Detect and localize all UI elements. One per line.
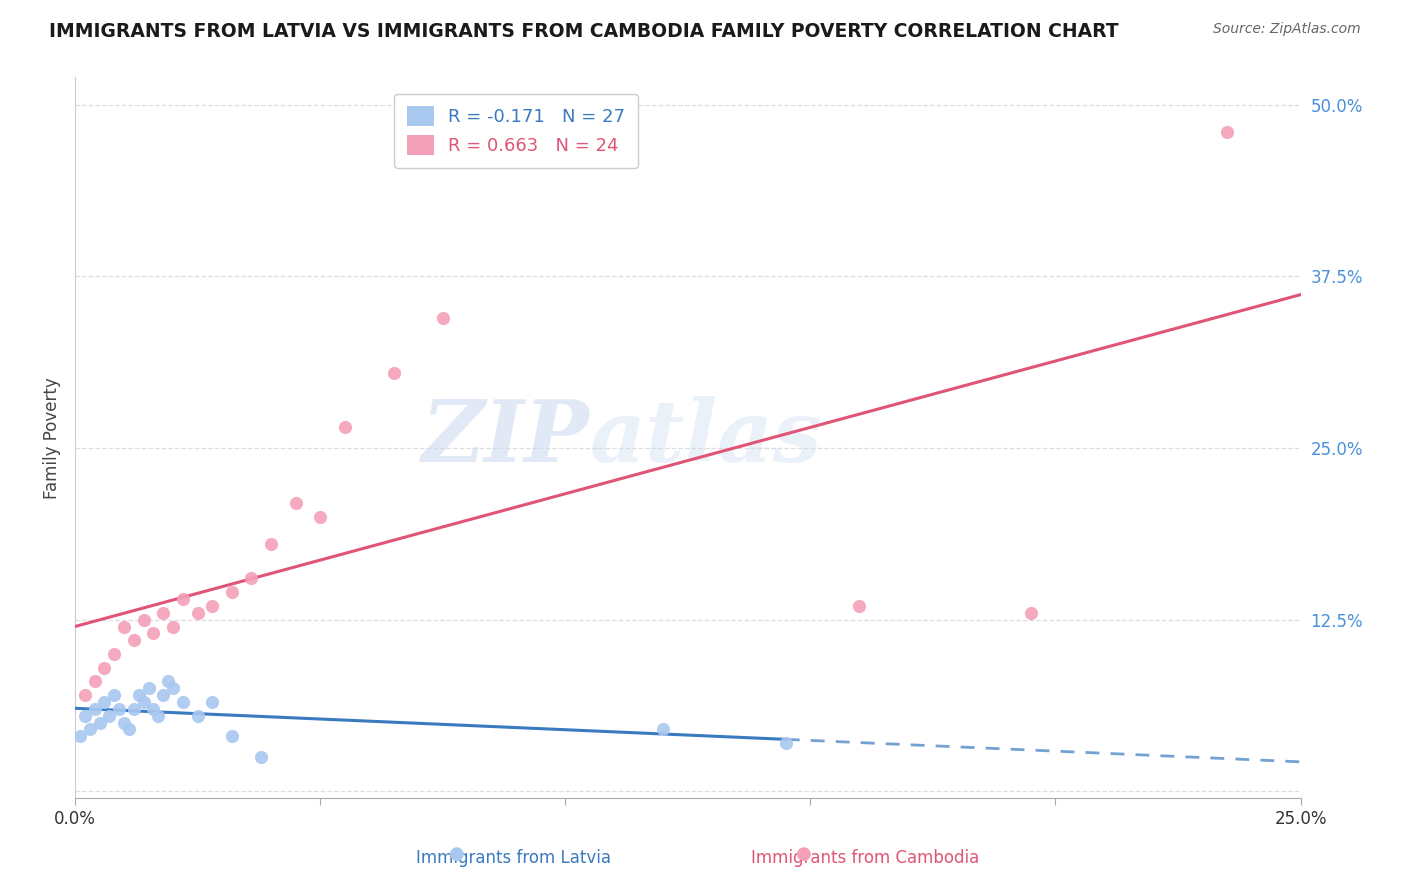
Point — [83, 702, 105, 716]
Point — [1019, 606, 1042, 620]
Point — [201, 599, 224, 613]
Point — [73, 708, 96, 723]
Point — [187, 708, 209, 723]
Point — [118, 723, 141, 737]
Text: atlas: atlas — [589, 396, 823, 480]
Point — [98, 708, 121, 723]
Point — [172, 592, 194, 607]
Point — [132, 613, 155, 627]
Point — [112, 715, 135, 730]
Point — [152, 606, 174, 620]
Point — [221, 585, 243, 599]
Point — [221, 730, 243, 744]
Point — [89, 715, 111, 730]
Y-axis label: Family Poverty: Family Poverty — [44, 377, 60, 499]
Point — [382, 366, 405, 380]
Point — [162, 619, 184, 633]
Point — [122, 633, 145, 648]
Point — [138, 681, 160, 696]
Text: Immigrants from Latvia: Immigrants from Latvia — [416, 849, 610, 867]
Point — [132, 695, 155, 709]
Text: IMMIGRANTS FROM LATVIA VS IMMIGRANTS FROM CAMBODIA FAMILY POVERTY CORRELATION CH: IMMIGRANTS FROM LATVIA VS IMMIGRANTS FRO… — [49, 22, 1119, 41]
Point — [103, 647, 125, 661]
Text: Immigrants from Cambodia: Immigrants from Cambodia — [751, 849, 979, 867]
Text: ●: ● — [796, 845, 813, 863]
Point — [142, 702, 165, 716]
Point — [240, 572, 263, 586]
Point — [69, 730, 91, 744]
Point — [260, 537, 283, 551]
Point — [122, 702, 145, 716]
Point — [432, 310, 454, 325]
Text: Source: ZipAtlas.com: Source: ZipAtlas.com — [1213, 22, 1361, 37]
Point — [1216, 125, 1239, 139]
Point — [83, 674, 105, 689]
Point — [652, 723, 675, 737]
Point — [148, 708, 170, 723]
Point — [284, 496, 307, 510]
Point — [108, 702, 131, 716]
Point — [93, 695, 115, 709]
Point — [201, 695, 224, 709]
Point — [152, 688, 174, 702]
Point — [775, 736, 797, 750]
Point — [309, 509, 332, 524]
Point — [250, 750, 273, 764]
Point — [73, 688, 96, 702]
Point — [142, 626, 165, 640]
Text: ZIP: ZIP — [422, 396, 589, 480]
Point — [103, 688, 125, 702]
Point — [128, 688, 150, 702]
Point — [333, 420, 356, 434]
Point — [157, 674, 180, 689]
Text: ●: ● — [449, 845, 465, 863]
Point — [848, 599, 870, 613]
Point — [112, 619, 135, 633]
Point — [162, 681, 184, 696]
Point — [187, 606, 209, 620]
Point — [93, 661, 115, 675]
Legend: R = -0.171   N = 27, R = 0.663   N = 24: R = -0.171 N = 27, R = 0.663 N = 24 — [394, 94, 638, 168]
Point — [79, 723, 101, 737]
Point — [172, 695, 194, 709]
